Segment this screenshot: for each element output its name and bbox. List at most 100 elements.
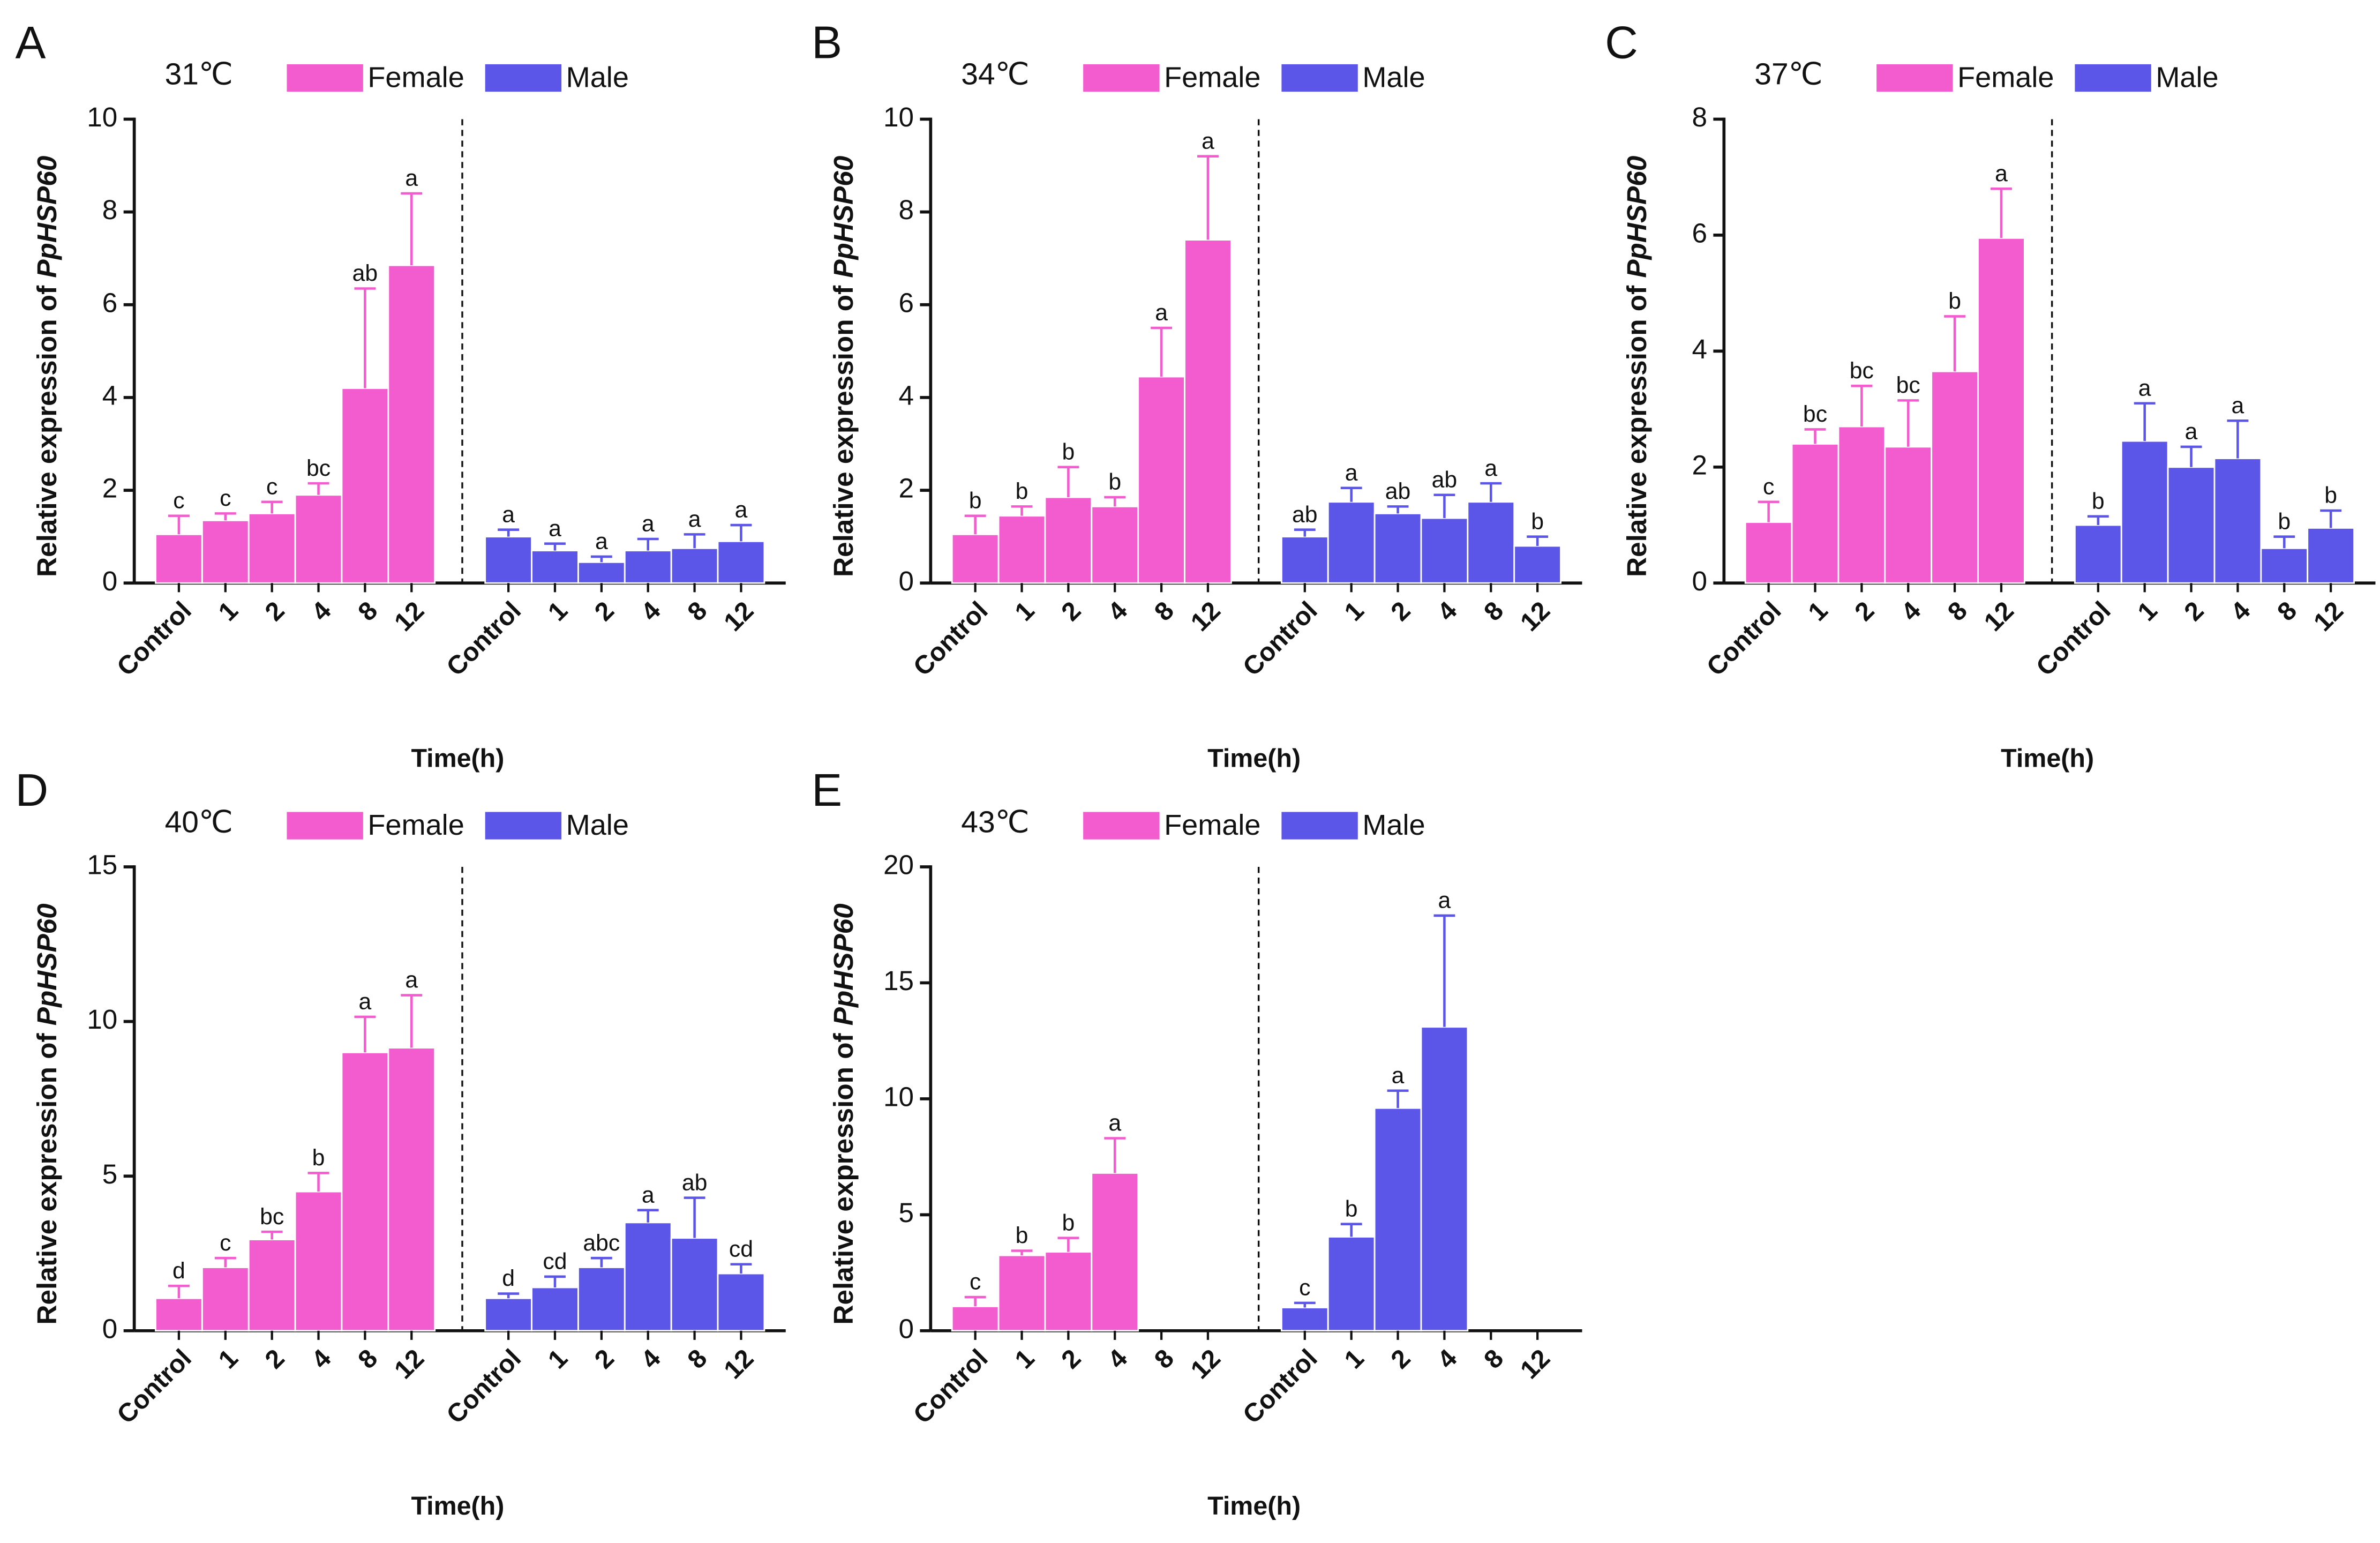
panel-label: E [812,765,842,816]
x-tick-label: 12 [1515,596,1556,636]
y-axis-label-text: Relative expression of [828,285,858,577]
x-tick-label: 8 [2272,596,2302,626]
significance-letter: a [549,515,561,541]
bar [201,1267,250,1332]
bar [341,1051,389,1332]
bar [387,1047,436,1332]
bar [997,515,1046,584]
significance-letter: a [642,1182,655,1208]
panel-title: 34℃ [961,57,1029,92]
x-tick-label: 2 [259,1344,290,1374]
x-tick-label: Control [111,1344,197,1429]
bar [717,1272,765,1332]
y-tick-label: 8 [102,194,118,225]
bar [1280,536,1329,584]
y-axis-label-gene: PpHSP60 [1621,156,1651,278]
significance-letter: b [312,1145,325,1171]
legend-swatch [1083,812,1160,840]
y-tick-label: 20 [883,850,914,880]
bar [387,264,436,584]
bar [2260,547,2309,584]
x-tick-label: 2 [1385,596,1416,626]
legend-label: Male [1362,62,1425,94]
y-tick-label: 6 [898,287,914,318]
legend-swatch [485,812,562,840]
x-tick-label: 4 [2225,596,2256,626]
bar [670,547,719,584]
bar [484,1297,532,1332]
x-tick-label: 12 [389,596,430,636]
y-axis-label-text: Relative expression of [32,285,62,577]
legend-label: Female [367,62,464,94]
x-axis-label: Time(h) [1207,1492,1301,1520]
significance-letter: c [266,474,277,499]
x-tick-label: 12 [1979,596,2019,636]
significance-letter: bc [1896,372,1920,398]
x-tick-label: 8 [1478,1344,1509,1374]
x-tick-label: 2 [1385,1344,1416,1374]
legend-label: Male [2156,62,2218,94]
panel-title: 43℃ [961,805,1029,839]
x-tick-label: 1 [213,1344,243,1374]
bar [951,1305,1000,1332]
legend-swatch [1281,812,1358,840]
x-tick-label: Control [111,596,197,681]
x-axis-label: Time(h) [2001,744,2094,773]
bar [624,1222,672,1332]
bar [1744,521,1793,584]
legend-swatch [1281,64,1358,92]
bar [2120,440,2169,584]
significance-letter: ab [682,1170,708,1195]
bar [1420,1026,1469,1332]
x-tick-label: 4 [635,596,666,626]
bar [1837,425,1886,584]
y-axis-label: Relative expression of PpHSP60 [32,903,62,1324]
y-axis-label-text: Relative expression of [828,1033,858,1325]
y-tick-label: 0 [898,1313,914,1344]
panel-title: 37℃ [1754,57,1822,92]
bar [717,540,765,584]
legend-swatch [1876,64,1953,92]
significance-letter: d [172,1258,185,1284]
bar [1977,237,2025,584]
x-tick-label: 2 [589,1344,620,1374]
significance-letter: a [1155,300,1168,326]
x-tick-label: 4 [1432,1344,1462,1374]
legend-label: Female [1957,62,2054,94]
bar [1373,512,1422,584]
y-tick-label: 5 [102,1159,118,1189]
significance-letter: b [1016,1223,1028,1248]
x-tick-label: 1 [1009,596,1040,626]
y-tick-label: 0 [1692,566,1707,596]
bar [1327,1236,1376,1332]
x-tick-label: 12 [2308,596,2349,636]
legend-swatch [485,64,562,92]
bar [1044,1251,1093,1332]
significance-letter: a [642,511,655,537]
bar [1373,1107,1422,1332]
bar [1184,239,1232,584]
y-axis-label: Relative expression of PpHSP60 [32,156,62,577]
x-tick-label: 2 [1849,596,1880,626]
bar [1091,505,1139,584]
x-tick-label: 2 [2179,596,2209,626]
bar [2213,458,2262,584]
panel-label: C [1605,17,1638,68]
x-axis-label: Time(h) [1207,744,1301,773]
bar [341,387,389,584]
x-tick-label: Control [441,596,527,681]
significance-letter: d [502,1265,515,1291]
legend-label: Female [1164,809,1260,841]
x-tick-label: 8 [352,596,383,626]
significance-letter: a [502,501,515,527]
y-axis-label: Relative expression of PpHSP60 [1621,156,1651,577]
y-tick-label: 0 [102,1313,118,1344]
x-tick-label: 4 [1432,596,1462,626]
y-tick-label: 6 [1692,218,1707,248]
significance-letter: a [595,529,608,555]
significance-letter: ab [1292,501,1318,527]
legend-label: Male [566,809,629,841]
x-tick-label: 2 [1056,596,1086,626]
significance-letter: b [969,488,982,513]
significance-letter: c [1299,1275,1310,1301]
